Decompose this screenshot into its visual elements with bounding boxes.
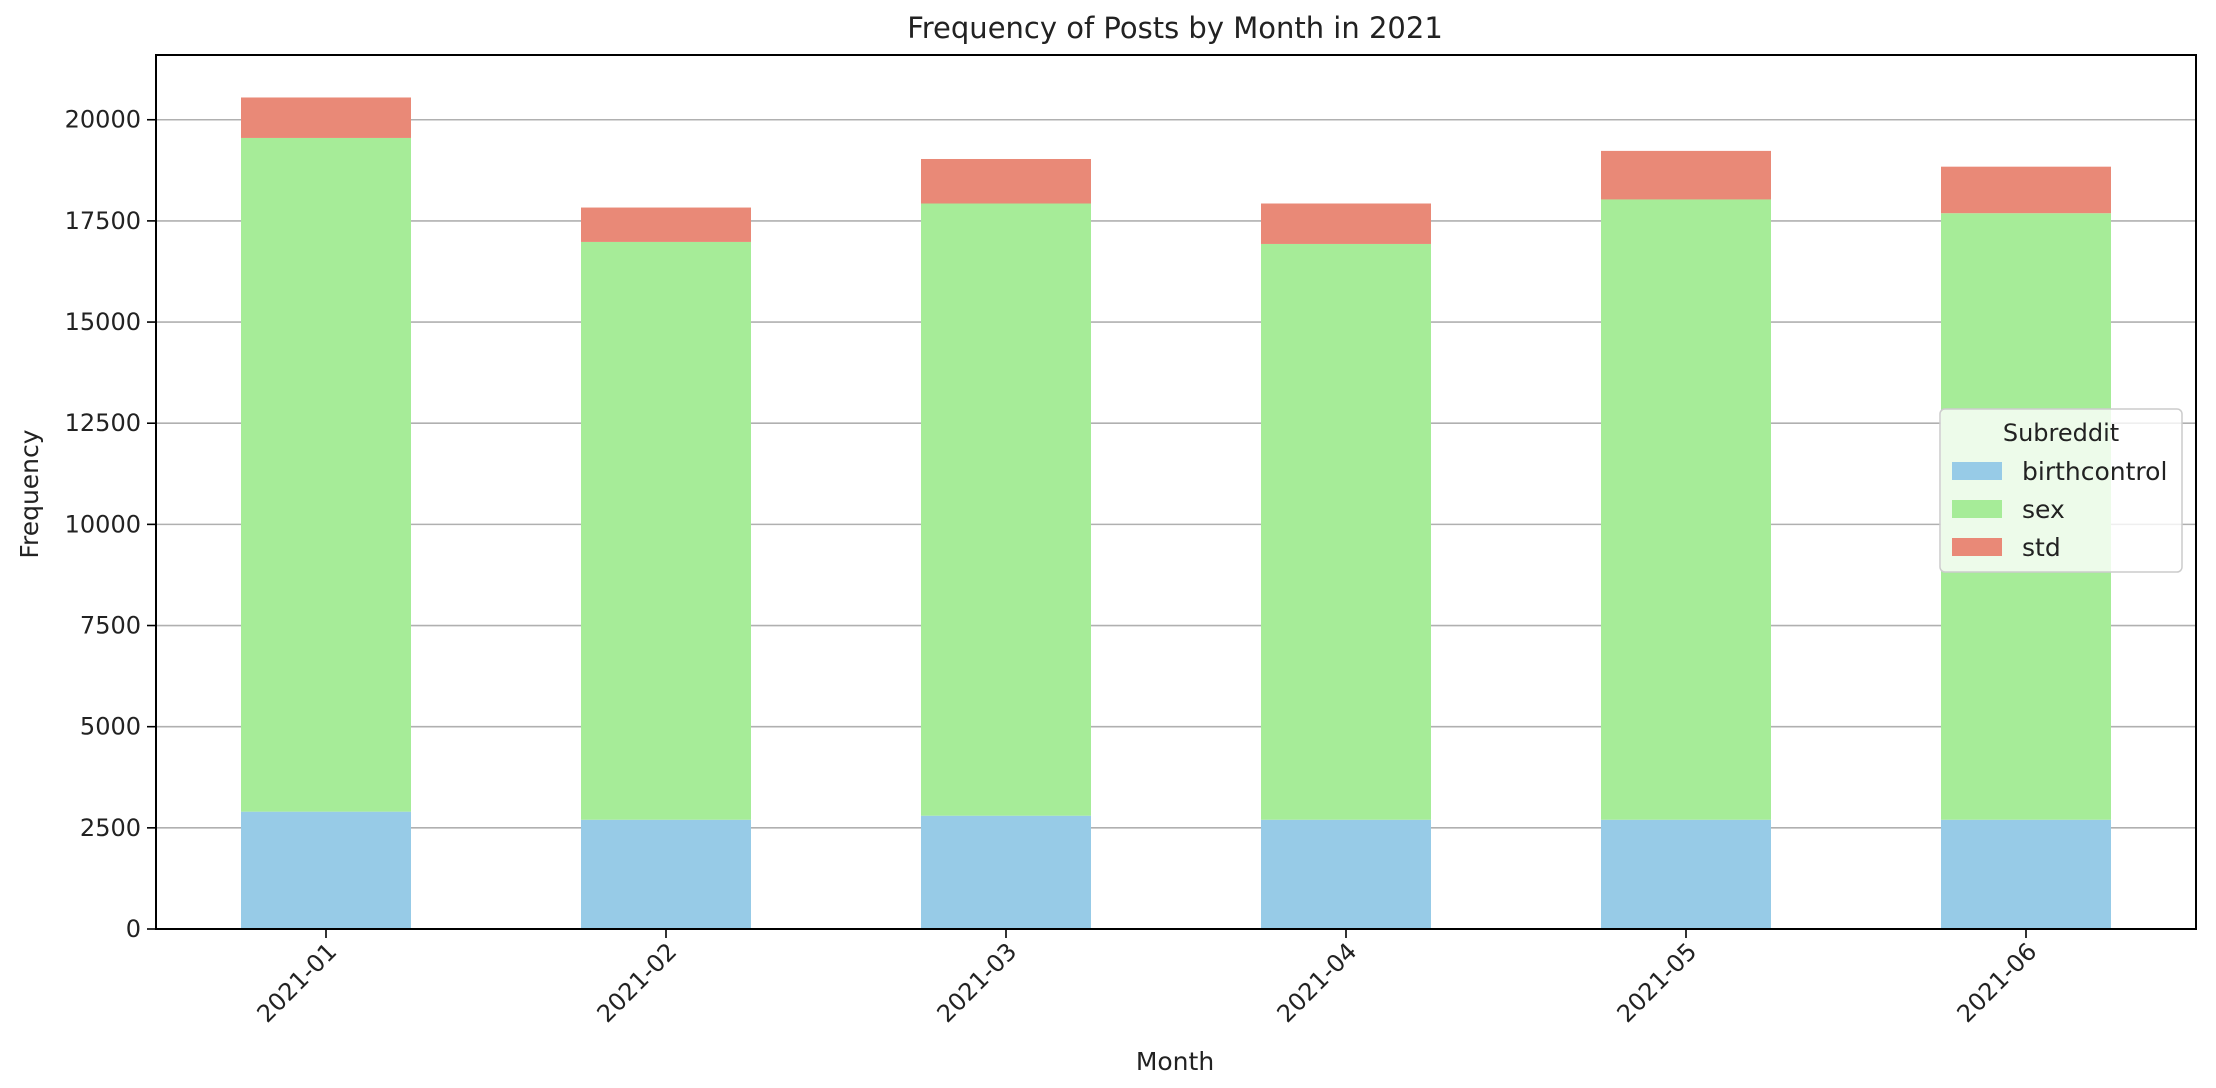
legend-swatch-std	[1952, 538, 2002, 556]
legend-label-std: std	[2022, 533, 2061, 562]
x-tick-label: 2021-04	[1272, 937, 1363, 1028]
bar-birthcontrol-2021-06	[1941, 819, 2111, 929]
x-axis: 2021-01 2021-02 2021-03 2021-04 2021-05 2021-…	[252, 929, 2043, 1028]
y-tick-label: 7500	[80, 612, 141, 640]
y-axis-label: Frequency	[15, 429, 44, 558]
bar-std-2021-01	[241, 97, 411, 138]
y-tick-label: 10000	[65, 510, 141, 538]
y-tick-label: 5000	[80, 713, 141, 741]
bar-std-2021-06	[1941, 166, 2111, 214]
legend-swatch-birthcontrol	[1952, 462, 2002, 480]
chart-title: Frequency of Posts by Month in 2021	[907, 11, 1443, 45]
legend-title: Subreddit	[2003, 419, 2119, 447]
bar-std-2021-05	[1601, 150, 1771, 200]
bar-birthcontrol-2021-05	[1601, 819, 1771, 929]
x-tick-label: 2021-06	[1952, 937, 2043, 1028]
y-tick-label: 12500	[65, 409, 141, 437]
bars	[241, 97, 2111, 929]
grid	[156, 118, 2196, 930]
bar-birthcontrol-2021-01	[241, 811, 411, 929]
y-tick-label: 20000	[65, 106, 141, 134]
y-axis: 0 2500 5000 7500 10000 12500 15000 17500 20000	[65, 106, 156, 943]
y-tick-label: 17500	[65, 207, 141, 235]
bar-std-2021-04	[1261, 203, 1431, 244]
bar-sex-2021-03	[921, 203, 1091, 816]
bar-sex-2021-02	[581, 241, 751, 820]
bar-sex-2021-04	[1261, 243, 1431, 820]
plot-frame	[155, 54, 2197, 930]
x-axis-label: Month	[1136, 1047, 1214, 1076]
bar-sex-2021-01	[241, 137, 411, 812]
bar-birthcontrol-2021-04	[1261, 819, 1431, 929]
y-tick-label: 15000	[65, 308, 141, 336]
bar-birthcontrol-2021-02	[581, 819, 751, 929]
legend-label-sex: sex	[2022, 495, 2065, 524]
x-tick-label: 2021-02	[592, 937, 683, 1028]
bar-sex-2021-05	[1601, 199, 1771, 820]
legend-frame	[1939, 408, 2183, 573]
y-tick-label: 0	[126, 915, 141, 943]
bar-birthcontrol-2021-03	[921, 815, 1091, 929]
x-tick-label: 2021-05	[1612, 937, 1703, 1028]
bar-std-2021-02	[581, 207, 751, 242]
legend-swatch-sex	[1952, 500, 2002, 518]
legend: Subreddit birthcontrol sex std	[1939, 408, 2183, 573]
legend-label-birthcontrol: birthcontrol	[2022, 457, 2167, 486]
x-tick-label: 2021-03	[932, 937, 1023, 1028]
bar-std-2021-03	[921, 158, 1091, 204]
y-tick-label: 2500	[80, 814, 141, 842]
x-tick-label: 2021-01	[252, 937, 343, 1028]
